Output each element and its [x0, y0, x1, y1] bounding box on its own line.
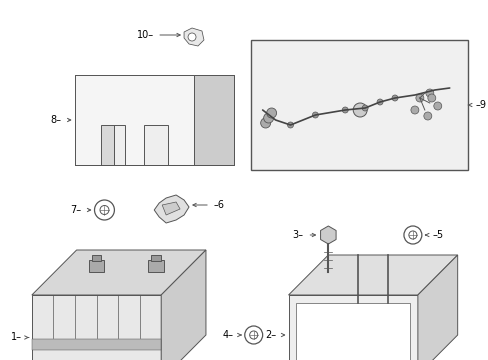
Circle shape	[423, 112, 431, 120]
Polygon shape	[320, 226, 335, 244]
Bar	[88, 260, 104, 272]
Polygon shape	[114, 75, 233, 165]
Polygon shape	[154, 195, 189, 223]
Circle shape	[410, 106, 418, 114]
Circle shape	[342, 107, 347, 113]
Text: –9: –9	[475, 100, 486, 110]
Polygon shape	[32, 250, 205, 295]
Polygon shape	[162, 202, 180, 215]
Polygon shape	[75, 75, 194, 165]
Text: 3–: 3–	[292, 230, 303, 240]
Circle shape	[433, 102, 441, 110]
Text: 10–: 10–	[137, 30, 154, 40]
Polygon shape	[32, 295, 161, 360]
Circle shape	[427, 94, 435, 102]
Circle shape	[260, 118, 270, 128]
Bar	[250, 40, 467, 170]
Text: 7–: 7–	[70, 205, 81, 215]
Circle shape	[312, 112, 318, 118]
Polygon shape	[194, 75, 233, 165]
Circle shape	[415, 94, 423, 102]
Text: 2–: 2–	[265, 330, 276, 340]
Polygon shape	[417, 255, 457, 360]
Text: 8–: 8–	[51, 115, 61, 125]
Polygon shape	[288, 255, 457, 295]
Polygon shape	[296, 303, 409, 360]
Polygon shape	[161, 250, 205, 360]
Circle shape	[266, 108, 276, 118]
Polygon shape	[183, 28, 203, 46]
Circle shape	[376, 99, 382, 105]
Bar	[91, 255, 102, 261]
Circle shape	[362, 105, 367, 111]
Circle shape	[425, 89, 433, 97]
Text: –6: –6	[213, 200, 224, 210]
Text: 1–: 1–	[11, 333, 22, 342]
Bar	[148, 260, 164, 272]
Text: –5: –5	[432, 230, 443, 240]
Circle shape	[391, 95, 397, 101]
Text: 4–: 4–	[223, 330, 233, 340]
Circle shape	[188, 33, 196, 41]
Polygon shape	[288, 295, 417, 360]
Circle shape	[287, 122, 293, 128]
Polygon shape	[32, 339, 161, 350]
Circle shape	[263, 113, 273, 123]
Bar	[151, 255, 161, 261]
Circle shape	[352, 103, 366, 117]
Polygon shape	[75, 75, 114, 165]
